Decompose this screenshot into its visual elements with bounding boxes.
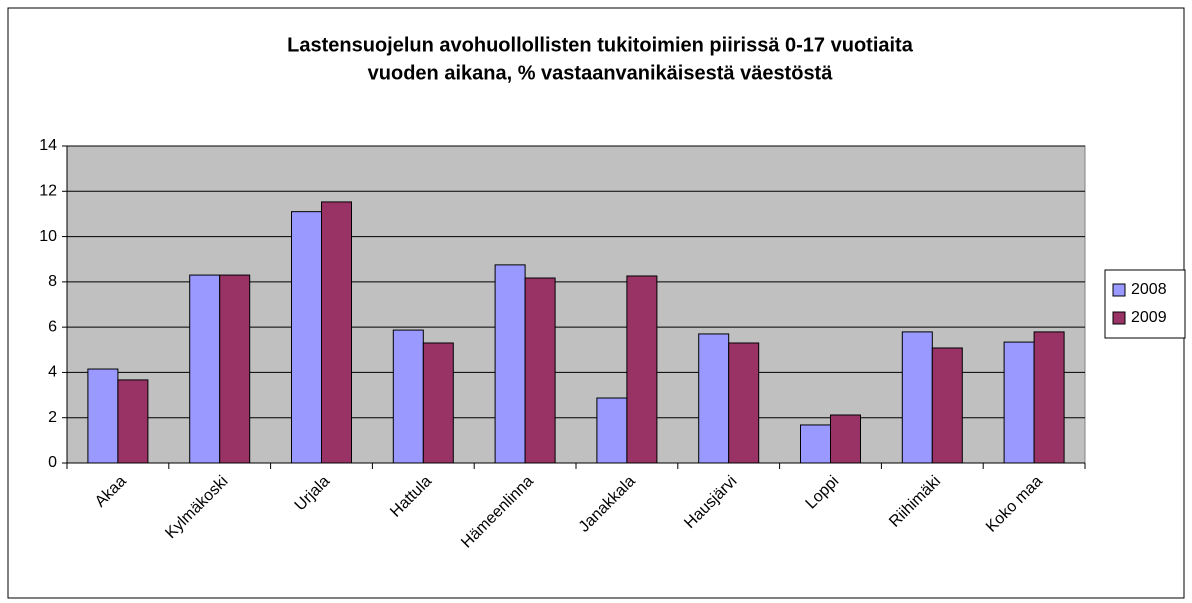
bar — [1033, 331, 1065, 464]
bar — [189, 274, 221, 464]
bar — [524, 277, 556, 464]
y-tick-label: 8 — [48, 273, 57, 290]
bar — [698, 333, 730, 464]
bar — [392, 329, 424, 464]
bar — [117, 379, 149, 464]
y-tick-label: 6 — [48, 318, 57, 335]
y-tick-label: 12 — [39, 183, 57, 200]
legend-label: 2009 — [1131, 309, 1167, 326]
bar — [800, 424, 831, 464]
bar — [626, 275, 658, 464]
bar — [422, 342, 454, 464]
legend-swatch — [1112, 283, 1126, 297]
chart-title: vuoden aikana, % vastaanvanikäisestä väe… — [368, 62, 834, 84]
bar — [901, 331, 933, 464]
bar — [291, 211, 322, 464]
bar — [728, 342, 760, 464]
y-tick-label: 14 — [39, 137, 57, 154]
chart-title: Lastensuojelun avohuollollisten tukitoim… — [287, 34, 914, 56]
legend-swatch — [1112, 311, 1126, 325]
y-tick-label: 0 — [48, 454, 57, 471]
legend-box — [1104, 269, 1186, 339]
bar — [219, 274, 251, 464]
bar — [596, 397, 628, 464]
y-tick-label: 4 — [48, 364, 57, 381]
bar — [830, 414, 861, 464]
y-tick-label: 10 — [39, 228, 57, 245]
bar — [321, 201, 352, 464]
y-tick-label: 2 — [48, 409, 57, 426]
bar — [1003, 341, 1035, 464]
bar — [494, 264, 526, 464]
bar — [931, 347, 963, 464]
legend-label: 2008 — [1131, 281, 1167, 298]
bar — [87, 368, 119, 464]
